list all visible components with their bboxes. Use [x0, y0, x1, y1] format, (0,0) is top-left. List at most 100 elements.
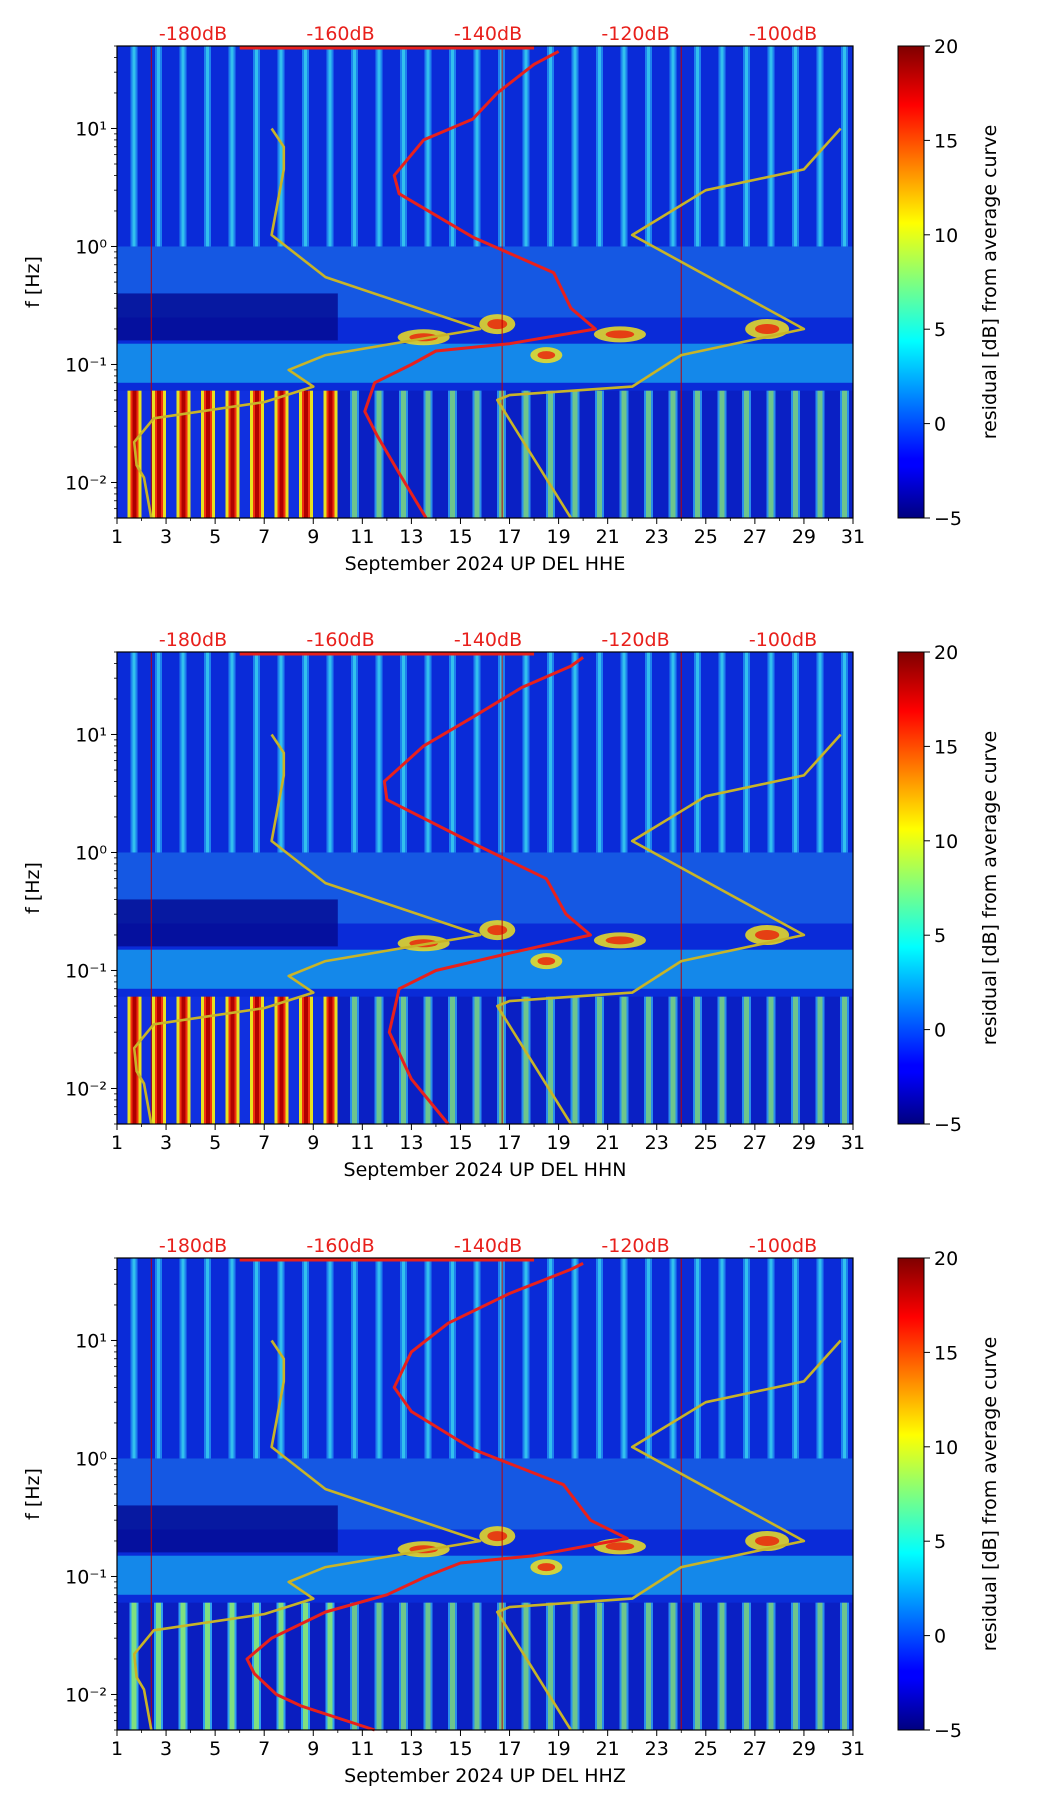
- heatmap-storm-core: [605, 1542, 635, 1551]
- y-axis-label: f [Hz]: [22, 862, 44, 914]
- colorbar-tick-label: −5: [934, 1720, 962, 1742]
- heatmap-storm-core: [537, 351, 556, 360]
- x-tick-label: 11: [350, 1132, 374, 1154]
- colorbar-tick-label: 0: [934, 1020, 946, 1042]
- x-tick-label: 7: [258, 1132, 270, 1154]
- x-tick-label: 3: [160, 1738, 172, 1760]
- series-curve-1: [382, 656, 592, 1125]
- heatmap-storm-core: [605, 936, 635, 945]
- series-curve-3: [496, 127, 842, 519]
- x-tick-label: 9: [307, 1738, 319, 1760]
- colorbar-label: residual [dB] from average curve: [979, 125, 1001, 440]
- x-tick-label: 1: [111, 526, 123, 548]
- db-scale-label: -180dB: [159, 1235, 227, 1257]
- y-tick-label: 10⁻¹: [65, 1566, 107, 1588]
- heatmap-microseism-band: [117, 949, 853, 989]
- y-axis-label: f [Hz]: [22, 256, 44, 308]
- heatmap-low-band: [337, 996, 853, 1124]
- db-scale-label: -180dB: [159, 629, 227, 651]
- x-tick-label: 15: [448, 1738, 472, 1760]
- series-curve-1: [363, 50, 597, 519]
- y-tick-label: 10⁰: [75, 842, 107, 864]
- db-scale-label: -120dB: [601, 629, 669, 651]
- x-tick-label: 15: [448, 1132, 472, 1154]
- x-tick-label: 29: [792, 526, 816, 548]
- heatmap-high-band: [117, 46, 853, 247]
- x-tick-label: 3: [160, 1132, 172, 1154]
- y-tick-label: 10⁰: [75, 1448, 107, 1470]
- heatmap-microseism-band: [117, 1555, 853, 1595]
- colorbar-tick-label: −5: [934, 508, 962, 530]
- heatmap-storm-core: [755, 323, 780, 334]
- colorbar-gradient: [898, 1258, 924, 1730]
- heatmap-storm-core: [537, 957, 556, 966]
- db-scale-label: -180dB: [159, 23, 227, 45]
- x-tick-label: 19: [547, 1132, 571, 1154]
- heatmap-storm-core: [537, 1563, 556, 1572]
- heatmap-storm-core: [755, 929, 780, 940]
- x-tick-label: 13: [399, 526, 423, 548]
- x-tick-label: 31: [841, 1132, 865, 1154]
- db-scale-label: -120dB: [601, 23, 669, 45]
- series-curve-2: [132, 127, 482, 519]
- colorbar-frame: [897, 45, 925, 519]
- x-axis-label: September 2024 UP DEL HHN: [344, 1159, 627, 1181]
- x-tick-label: 27: [743, 526, 767, 548]
- x-tick-label: 11: [350, 1738, 374, 1760]
- x-tick-label: 21: [596, 1738, 620, 1760]
- heatmap-low-band: [337, 1602, 853, 1730]
- x-axis-label: September 2024 UP DEL HHE: [345, 553, 626, 575]
- x-tick-label: 27: [743, 1738, 767, 1760]
- x-tick-label: 17: [497, 526, 521, 548]
- x-tick-label: 7: [258, 1738, 270, 1760]
- db-scale-label: -160dB: [306, 1235, 374, 1257]
- y-tick-label: 10⁻²: [65, 1078, 107, 1100]
- heatmap-storm-core: [487, 925, 508, 936]
- chart-panel-2: 1 3 5 7 9 11 13 15 17 19 21 23 25 27 29 3110⁻²10⁻¹10⁰10…: [22, 629, 1001, 1181]
- y-tick-label: 10⁻²: [65, 472, 107, 494]
- colorbar-tick-label: 5: [934, 925, 946, 947]
- x-tick-label: 5: [209, 1738, 221, 1760]
- colorbar-tick-label: 5: [934, 319, 946, 341]
- x-tick-label: 7: [258, 526, 270, 548]
- db-scale-label: -120dB: [601, 1235, 669, 1257]
- x-tick-label: 31: [841, 526, 865, 548]
- series-curve-3: [496, 1339, 842, 1731]
- colorbar-gradient: [898, 652, 924, 1124]
- db-scale-label: -140dB: [454, 629, 522, 651]
- db-scale-label: -100dB: [749, 23, 817, 45]
- chart-panel-3: 1 3 5 7 9 11 13 15 17 19 21 23 25 27 29 3110⁻²10⁻¹10⁰10…: [22, 1235, 1001, 1787]
- colorbar-tick-label: 10: [934, 831, 958, 853]
- y-tick-label: 10⁻²: [65, 1684, 107, 1706]
- chart-panel-1: 1 3 5 7 9 11 13 15 17 19 21 23 25 27 29 3110⁻²10⁻¹10⁰10…: [22, 23, 1001, 575]
- db-scale-label: -160dB: [306, 629, 374, 651]
- colorbar-tick-label: 20: [934, 36, 958, 58]
- colorbar-frame: [897, 651, 925, 1125]
- colorbar-tick-label: 5: [934, 1531, 946, 1553]
- x-tick-label: 23: [645, 526, 669, 548]
- db-scale-label: -140dB: [454, 1235, 522, 1257]
- y-tick-label: 10¹: [75, 1330, 107, 1352]
- heatmap-high-band: [117, 652, 853, 853]
- colorbar-tick-label: 15: [934, 736, 958, 758]
- x-tick-label: 5: [209, 1132, 221, 1154]
- heatmap-storm-core: [487, 1531, 508, 1542]
- x-tick-label: 17: [497, 1132, 521, 1154]
- heatmap-microseism-band: [117, 343, 853, 383]
- x-tick-label: 15: [448, 526, 472, 548]
- heatmap-dark-band: [117, 293, 338, 341]
- db-scale-label: -140dB: [454, 23, 522, 45]
- heatmap-low-hot-band: [117, 996, 338, 1124]
- heatmap-storm-core: [755, 1535, 780, 1546]
- heatmap-low-band: [337, 390, 853, 518]
- colorbar-label: residual [dB] from average curve: [979, 731, 1001, 1046]
- x-tick-label: 1: [111, 1738, 123, 1760]
- db-scale-label: -100dB: [749, 629, 817, 651]
- x-tick-label: 9: [307, 526, 319, 548]
- x-tick-label: 25: [694, 526, 718, 548]
- colorbar-tick-label: 15: [934, 1342, 958, 1364]
- y-tick-label: 10⁻¹: [65, 960, 107, 982]
- colorbar-tick-label: 10: [934, 225, 958, 247]
- heatmap-storm-core: [605, 330, 635, 339]
- db-scale-label: -100dB: [749, 1235, 817, 1257]
